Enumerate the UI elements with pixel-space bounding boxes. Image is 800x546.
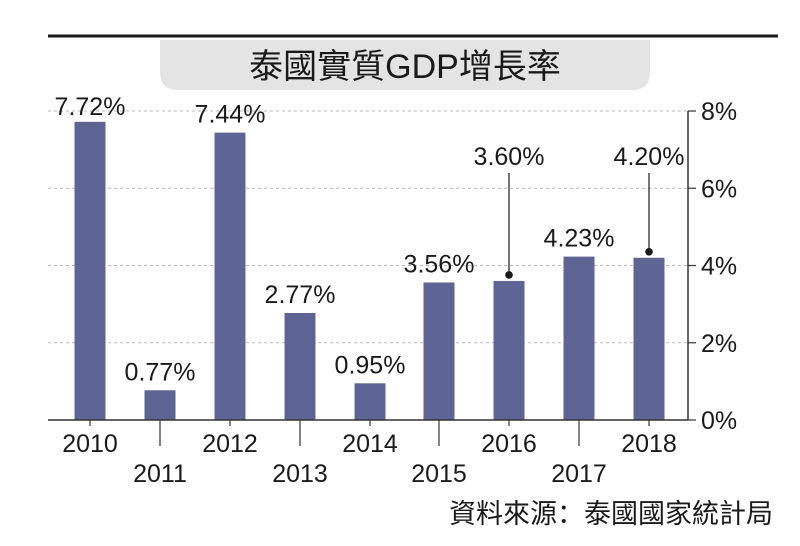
source-note: 資料來源：泰國國家統計局 — [449, 499, 773, 529]
bar-2013 — [284, 313, 316, 420]
x-axis: 2010 2011 2012 2013 2014 2015 2016 2017 2018 — [48, 419, 688, 488]
chart-title: 泰國實質GDP增長率 — [249, 48, 561, 86]
bar-2012 — [214, 132, 246, 420]
x-tick-label-2013: 2013 — [272, 460, 328, 488]
x-tick-label-2012: 2012 — [202, 430, 258, 458]
bar-2018 — [633, 257, 665, 420]
bar-2014 — [354, 383, 386, 420]
y-tick-label: 4% — [701, 253, 737, 281]
data-label-2014: 0.95% — [335, 351, 406, 379]
bar-2010 — [74, 121, 106, 420]
data-label-2012: 7.44% — [195, 101, 266, 129]
x-tick-label-2015: 2015 — [411, 460, 467, 488]
bar-2016 — [493, 280, 525, 420]
x-tick-label-2017: 2017 — [551, 460, 607, 488]
data-label-2010: 7.72% — [55, 93, 126, 121]
data-label-2018: 4.20% — [614, 143, 685, 171]
y-axis: 0% 2% 4% 6% 8% — [687, 98, 737, 435]
data-label-2015: 3.56% — [404, 250, 475, 278]
y-tick-label: 0% — [701, 407, 737, 435]
leader-dot — [645, 247, 653, 256]
data-label-2017: 4.23% — [544, 225, 615, 253]
bar-2017 — [563, 256, 595, 420]
data-label-2013: 2.77% — [265, 281, 336, 309]
x-tick-label-2011: 2011 — [133, 460, 187, 488]
y-tick-label: 8% — [701, 98, 737, 126]
gridlines — [48, 110, 688, 344]
x-tick-label-2010: 2010 — [62, 430, 118, 458]
y-tick-label: 2% — [701, 330, 737, 358]
y-tick-label: 6% — [701, 175, 737, 203]
bar-2011 — [144, 390, 176, 420]
x-tick-label-2014: 2014 — [342, 430, 398, 458]
data-labels: 7.72% 0.77% 7.44% 2.77% 0.95% 3.56% 3.60% 4.23%… — [55, 93, 685, 386]
leader-dot — [505, 271, 513, 279]
bars — [74, 121, 665, 420]
title-background — [160, 40, 650, 90]
x-tick-label-2018: 2018 — [621, 430, 677, 458]
bar-2015 — [423, 282, 455, 420]
data-label-2016: 3.60% — [474, 143, 545, 171]
data-label-2011: 0.77% — [125, 358, 196, 386]
x-tick-label-2016: 2016 — [481, 430, 537, 458]
